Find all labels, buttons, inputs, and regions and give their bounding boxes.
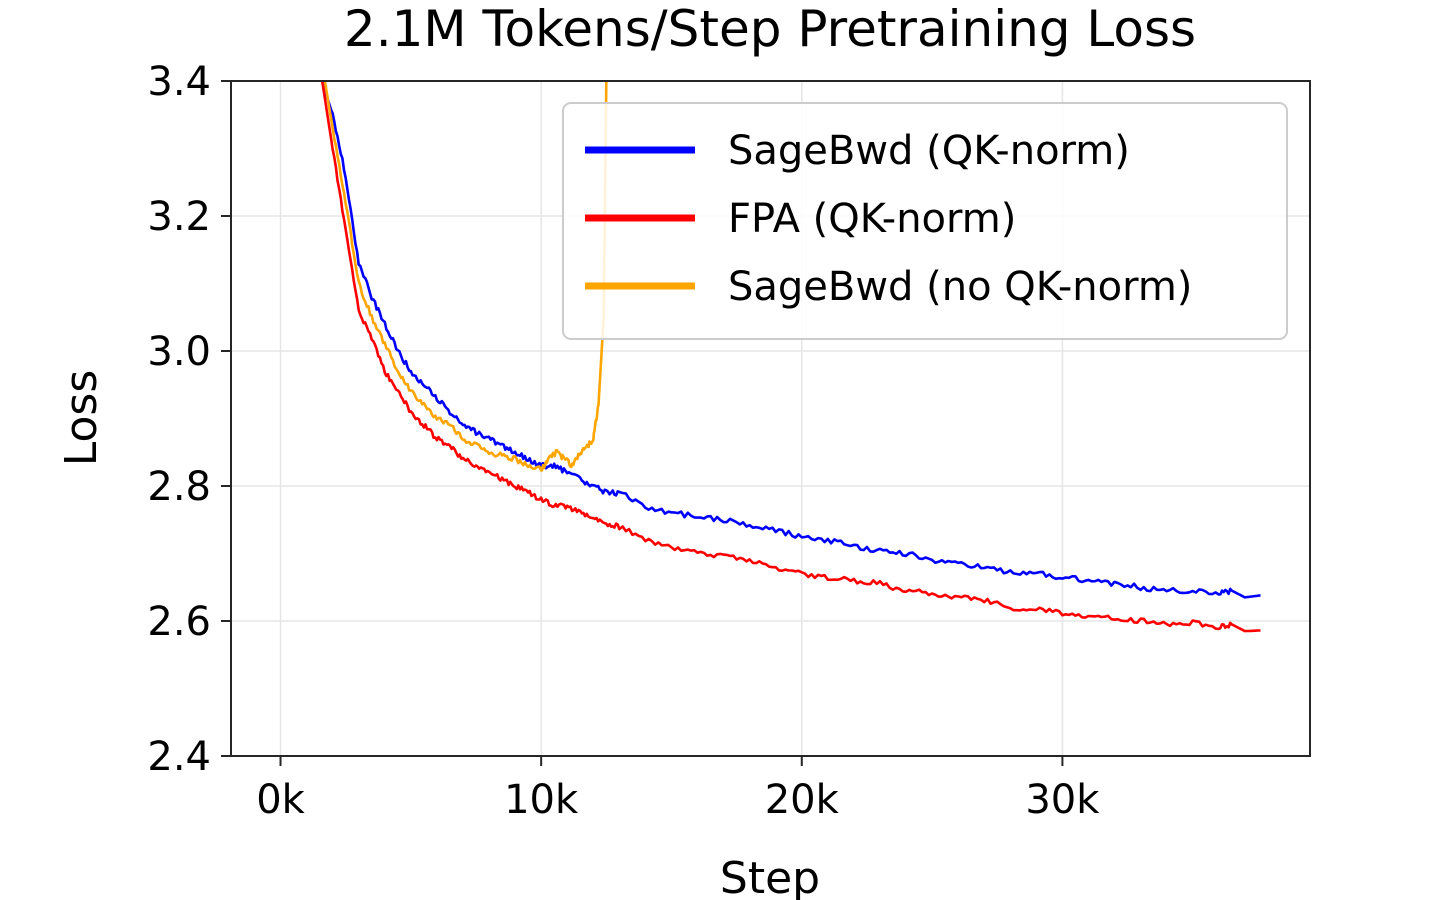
y-tick-label: 3.0 xyxy=(147,329,211,375)
series-line-1 xyxy=(320,81,1261,599)
x-tick-label: 30k xyxy=(1025,777,1100,823)
legend-label: SageBwd (QK-norm) xyxy=(728,128,1130,174)
plot-frame xyxy=(230,80,1311,757)
x-axis-label: Step xyxy=(720,853,820,900)
legend: SageBwd (QK-norm) FPA (QK-norm) SageBwd (n… xyxy=(562,102,1288,340)
x-tick-label: 10k xyxy=(504,777,579,823)
y-axis-label: Loss xyxy=(56,370,107,467)
y-tick-label: 2.6 xyxy=(147,599,211,645)
series-layer xyxy=(320,81,1261,633)
y-tick-label: 3.2 xyxy=(147,194,211,240)
series-line-3 xyxy=(323,81,608,472)
legend-box xyxy=(562,102,1288,340)
x-tick-label: 0k xyxy=(256,777,305,823)
x-axis: 0k 10k 20k 30k xyxy=(256,756,1100,823)
y-tick-label: 2.8 xyxy=(147,464,211,510)
legend-label: FPA (QK-norm) xyxy=(728,196,1016,242)
y-tick-label: 3.4 xyxy=(147,59,211,105)
y-axis: 2.4 2.6 2.8 3.0 3.2 3.4 xyxy=(147,59,231,780)
series-line-2 xyxy=(320,81,1261,633)
chart-title: 2.1M Tokens/Step Pretraining Loss xyxy=(344,0,1196,58)
y-tick-label: 2.4 xyxy=(147,734,211,780)
x-tick-label: 20k xyxy=(765,777,840,823)
legend-label: SageBwd (no QK-norm) xyxy=(728,264,1192,310)
plot-area xyxy=(320,81,1261,633)
